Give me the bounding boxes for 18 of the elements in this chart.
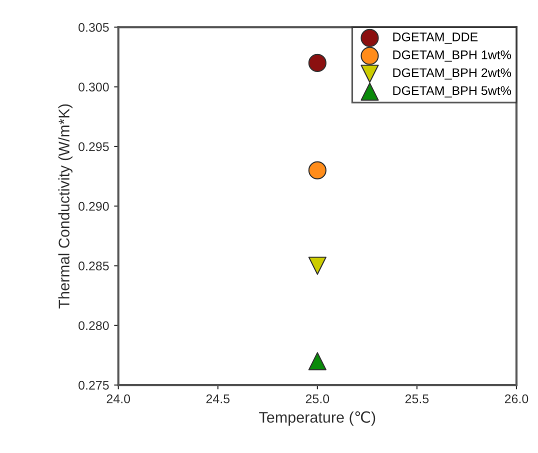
x-tick-label: 25.0 xyxy=(306,394,330,404)
y-tick-label: 0.295 xyxy=(78,142,109,152)
legend-label: DGETAM_BPH 5wt% xyxy=(393,86,512,98)
legend-label: DGETAM_BPH 1wt% xyxy=(393,50,512,62)
y-tick-label: 0.305 xyxy=(78,22,109,32)
y-tick-label: 0.290 xyxy=(78,202,109,211)
y-axis-title: Thermal Conductivity (W/m*K) xyxy=(58,104,72,308)
x-tick-label: 26.0 xyxy=(504,394,528,404)
y-tick-label: 0.285 xyxy=(78,262,109,270)
x-tick-label: 24.0 xyxy=(106,394,130,404)
y-tick-label: 0.280 xyxy=(78,321,109,330)
legend-label: DGETAM_BPH 2wt% xyxy=(393,68,512,80)
x-axis-title: Temperature (℃) xyxy=(259,411,376,426)
legend-label: DGETAM_DDE xyxy=(393,32,478,44)
x-tick-label: 24.5 xyxy=(206,394,230,404)
y-tick-label: 0.275 xyxy=(78,380,109,390)
x-tick-label: 25.5 xyxy=(405,394,429,404)
y-tick-label: 0.300 xyxy=(78,82,109,92)
